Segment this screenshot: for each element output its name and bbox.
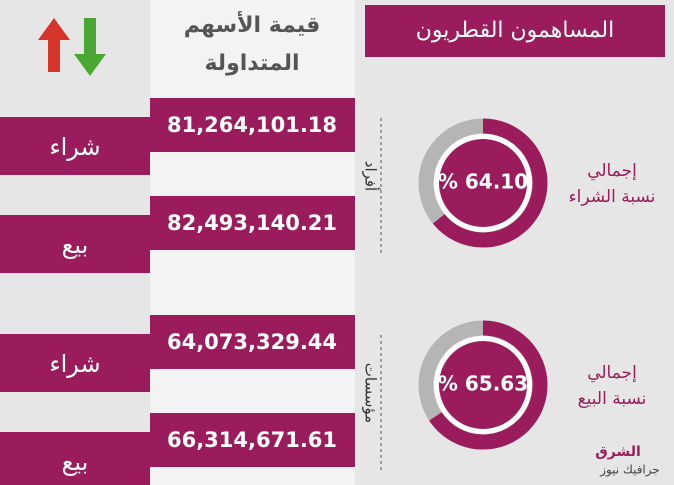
donut-arc (418, 118, 548, 248)
donut-title: نسبة البيع (578, 389, 647, 409)
value-box (150, 315, 355, 369)
row-label: شراء (49, 133, 100, 161)
donut-center-fill (439, 139, 527, 227)
row-value: 66,314,671.61 (167, 428, 337, 452)
logo-subtitle: جرافيك نيوز (599, 463, 660, 478)
row-label: بيع (62, 448, 89, 476)
title-box (365, 5, 665, 57)
donut-title: إجمالي (587, 161, 637, 181)
donut-value: % 65.63 (438, 372, 528, 396)
donut-title: نسبة الشراء (569, 187, 656, 207)
column-title: المتداولة (204, 51, 299, 76)
row-value: 82,493,140.21 (167, 211, 337, 235)
row-label: بيع (62, 231, 89, 259)
value-box (150, 196, 355, 250)
logo-name: الشرق (595, 444, 641, 460)
up-arrow (38, 18, 70, 72)
label-box (0, 215, 150, 273)
arrows-icon (38, 18, 106, 76)
value-box (150, 413, 355, 467)
group-label: مؤسسات (362, 363, 380, 423)
donut-title: إجمالي (587, 363, 637, 383)
row-label: شراء (49, 350, 100, 378)
donut-value: % 64.10 (438, 170, 528, 194)
row-value: 81,264,101.18 (167, 113, 337, 137)
row-value: 64,073,329.44 (167, 330, 337, 354)
column-title: قيمة الأسهم (184, 10, 320, 38)
group-label: أفراد (362, 161, 381, 191)
donut-arc (418, 320, 548, 450)
value-box (150, 98, 355, 152)
label-box (0, 334, 150, 392)
label-box (0, 432, 150, 485)
title: المساهمون القطريون (416, 18, 614, 43)
down-arrow (74, 18, 106, 76)
donut-center-fill (439, 341, 527, 429)
label-box (0, 117, 150, 175)
